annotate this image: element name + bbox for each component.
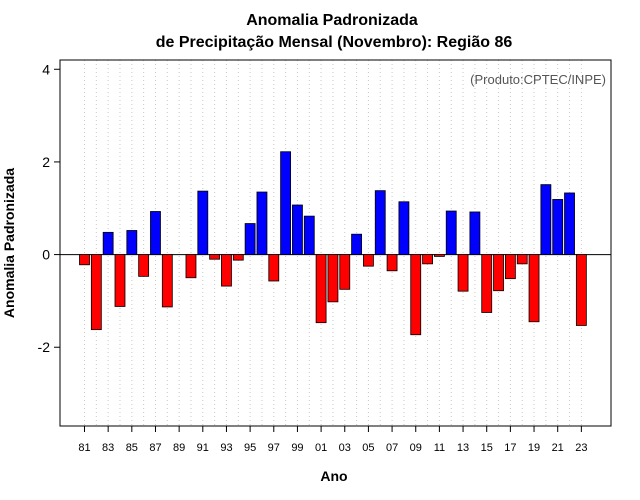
x-tick-label: 09 — [410, 442, 422, 454]
bar-87 — [150, 211, 161, 255]
x-tick-label: 85 — [126, 442, 138, 454]
bar-00 — [303, 215, 315, 255]
bar-15 — [481, 254, 493, 313]
bar-84 — [114, 254, 126, 307]
y-tick-label: 2 — [42, 154, 50, 170]
x-tick-label: 13 — [457, 442, 469, 454]
bar-16 — [493, 254, 504, 292]
bar-03 — [339, 254, 351, 290]
y-tick-label: 0 — [42, 247, 50, 263]
bar-93 — [221, 254, 232, 287]
y-tick-label: -2 — [38, 339, 51, 355]
x-tick-label: 15 — [481, 442, 493, 454]
bar-19 — [528, 254, 540, 323]
x-axis: 81 83 85 87 89 91 93 95 97 99 01 03 05 07 09 11 13 15 17 19… — [78, 426, 587, 454]
bars — [79, 151, 587, 336]
bar-04 — [351, 233, 362, 255]
bar-83 — [102, 231, 114, 255]
bar-07 — [386, 254, 398, 272]
bar-02 — [327, 254, 339, 303]
x-tick-label: 93 — [220, 442, 232, 454]
y-axis-title: Anomalia Padronizada — [1, 168, 17, 318]
bar-98 — [280, 151, 292, 255]
credit-annotation: (Produto:CPTEC/INPE) — [470, 72, 606, 87]
bar-14 — [469, 211, 481, 255]
bar-09 — [410, 254, 422, 336]
bar-94 — [232, 254, 244, 261]
bar-96 — [256, 191, 268, 255]
grid-lines — [84, 60, 582, 426]
chart-title-line-2: de Precipitação Mensal (Novembro): Regiã… — [156, 34, 513, 51]
x-tick-label: 17 — [504, 442, 516, 454]
x-tick-label: 87 — [149, 442, 161, 454]
x-tick-label: 81 — [78, 442, 90, 454]
x-tick-label: 97 — [268, 442, 280, 454]
bar-12 — [445, 210, 457, 255]
bar-08 — [398, 201, 410, 255]
chart-title-line-1: Anomalia Padronizada — [246, 12, 418, 29]
x-tick-label: 83 — [102, 442, 114, 454]
bar-91 — [197, 190, 209, 255]
bar-99 — [292, 204, 303, 255]
bar-85 — [126, 230, 138, 255]
bar-82 — [90, 254, 102, 331]
x-tick-label: 91 — [197, 442, 209, 454]
x-tick-label: 95 — [244, 442, 256, 454]
bar-97 — [268, 254, 280, 282]
y-axis: -2 0 2 4 — [38, 61, 60, 355]
bar-81 — [79, 254, 90, 266]
bar-23 — [575, 254, 587, 326]
bar-13 — [457, 254, 469, 292]
x-tick-label: 03 — [339, 442, 351, 454]
x-tick-label: 05 — [362, 442, 374, 454]
x-axis-title: Ano — [320, 468, 347, 484]
bar-92 — [209, 254, 221, 260]
x-tick-label: 89 — [173, 442, 185, 454]
bar-88 — [161, 254, 173, 308]
bar-18 — [516, 254, 528, 265]
bar-95 — [244, 223, 256, 255]
plot-frame — [59, 59, 612, 427]
x-tick-label: 07 — [386, 442, 398, 454]
x-tick-label: 21 — [552, 442, 564, 454]
bar-20 — [540, 184, 552, 255]
bar-06 — [374, 190, 386, 255]
x-tick-label: 19 — [528, 442, 540, 454]
bar-90 — [185, 254, 197, 279]
y-tick-label: 4 — [42, 61, 50, 77]
bar-21 — [552, 199, 564, 255]
x-tick-label: 23 — [575, 442, 587, 454]
bar-86 — [138, 254, 150, 277]
x-tick-label: 99 — [291, 442, 303, 454]
x-tick-label: 01 — [315, 442, 327, 454]
bar-01 — [315, 254, 327, 324]
bar-11 — [433, 254, 445, 257]
bar-10 — [422, 254, 433, 265]
bar-17 — [504, 254, 516, 280]
bar-05 — [363, 254, 374, 267]
bar-22 — [564, 192, 575, 255]
x-tick-label: 11 — [434, 442, 445, 454]
